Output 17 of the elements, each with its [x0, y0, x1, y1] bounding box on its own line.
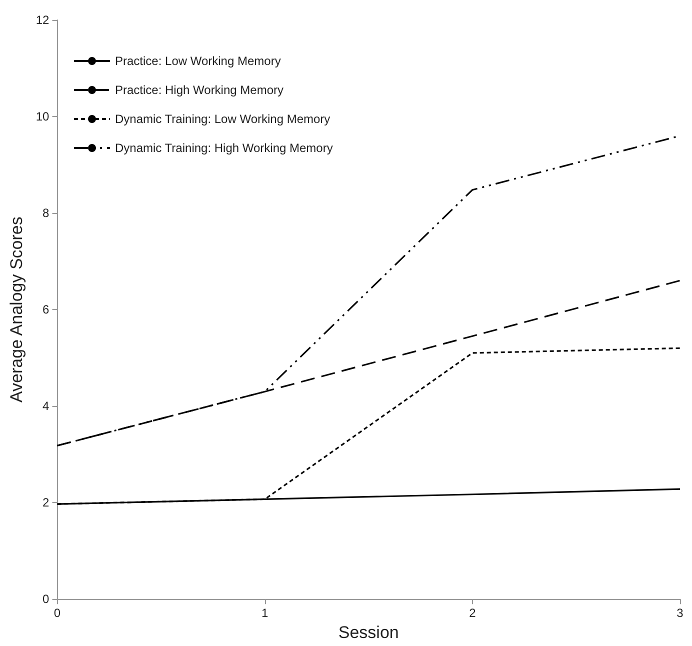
x-tick-label: 1: [261, 606, 268, 620]
y-tick-label: 6: [42, 302, 50, 317]
legend-label: Practice: Low Working Memory: [115, 54, 281, 68]
y-tick-label: 10: [36, 110, 50, 124]
legend-label: Dynamic Training: Low Working Memory: [115, 112, 330, 126]
y-axis-title: Average Analogy Scores: [7, 216, 26, 402]
x-tick-label: 0: [54, 606, 61, 620]
y-tick-label: 2: [42, 496, 50, 510]
x-tick-label: 2: [469, 606, 476, 620]
y-tick-label: 0: [42, 592, 50, 606]
x-axis-title: Session: [338, 623, 399, 642]
y-tick-label: 12: [36, 13, 50, 27]
y-tick-label: 8: [42, 206, 50, 220]
legend-label: Dynamic Training: High Working Memory: [115, 141, 333, 155]
legend-label: Practice: High Working Memory: [115, 83, 284, 97]
x-tick-label: 3: [676, 606, 684, 620]
y-tick-label: 4: [42, 399, 50, 414]
